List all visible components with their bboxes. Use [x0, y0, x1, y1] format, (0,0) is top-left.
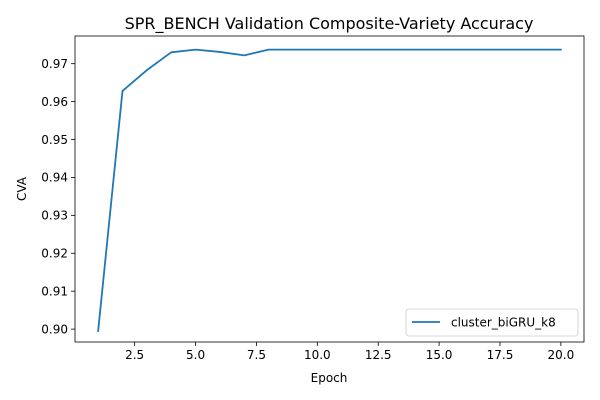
y-axis-ticks: 0.90 0.91 0.92 0.93 0.94 0.95 0.96 0.97 — [41, 57, 75, 336]
y-tick-label: 0.90 — [41, 322, 68, 336]
y-tick-label: 0.92 — [41, 247, 68, 261]
x-axis-ticks: 2.5 5.0 7.5 10.0 12.5 15.0 17.5 20.0 — [125, 342, 574, 362]
y-tick-label: 0.93 — [41, 209, 68, 223]
legend: cluster_biGRU_k8 — [405, 308, 579, 337]
series-line-cluster-bigru-k8 — [97, 48, 562, 332]
legend-box — [405, 308, 579, 337]
y-tick-label: 0.91 — [41, 284, 68, 298]
chart-title: SPR_BENCH Validation Composite-Variety A… — [125, 14, 534, 34]
y-tick-label: 0.96 — [41, 95, 68, 109]
x-tick-label: 10.0 — [304, 348, 331, 362]
x-tick-label: 5.0 — [186, 348, 205, 362]
y-axis-label: CVA — [15, 176, 29, 201]
x-tick-label: 12.5 — [365, 348, 392, 362]
series-layer — [97, 48, 562, 332]
legend-label-cluster-bigru-k8: cluster_biGRU_k8 — [451, 316, 556, 330]
y-tick-label: 0.94 — [41, 171, 68, 185]
x-tick-label: 15.0 — [426, 348, 453, 362]
x-axis-label: Epoch — [311, 371, 348, 385]
x-tick-label: 2.5 — [125, 348, 144, 362]
plot-area-frame — [74, 35, 585, 343]
y-tick-label: 0.95 — [41, 133, 68, 147]
x-tick-label: 20.0 — [548, 348, 575, 362]
x-tick-label: 7.5 — [247, 348, 266, 362]
y-tick-label: 0.97 — [41, 57, 68, 71]
x-tick-label: 17.5 — [487, 348, 514, 362]
